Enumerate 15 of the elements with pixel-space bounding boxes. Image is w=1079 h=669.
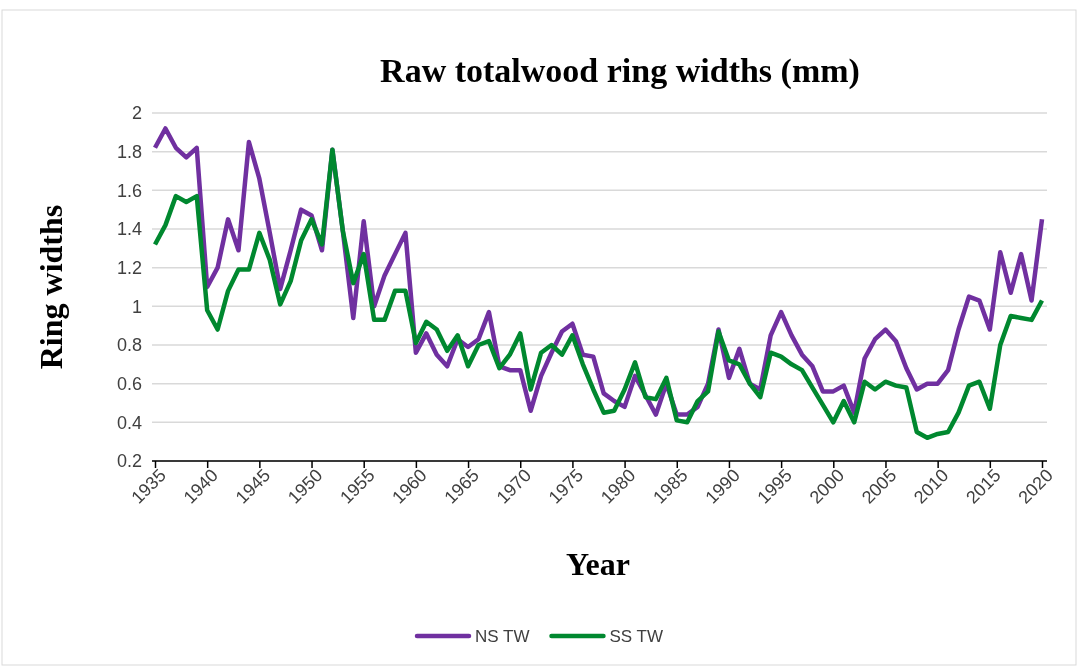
y-tick-label: 2	[131, 103, 142, 124]
y-tick-label: 0.6	[116, 373, 142, 394]
legend-label: NS TW	[475, 627, 530, 646]
chart-title: Raw totalwood ring widths (mm)	[380, 52, 860, 90]
y-tick-label: 1.6	[116, 180, 142, 201]
y-axis-title: Ring widths	[33, 204, 69, 370]
y-tick-label: 1.4	[116, 219, 142, 240]
y-tick-label: 1.2	[116, 257, 142, 278]
y-tick-label: 1	[131, 296, 142, 317]
legend-label: SS TW	[609, 627, 663, 646]
y-tick-label: 0.2	[116, 451, 142, 472]
y-tick-label: 0.4	[116, 412, 142, 433]
x-axis-title: Year	[566, 546, 630, 582]
y-tick-label: 1.8	[116, 141, 142, 162]
y-tick-label: 0.8	[116, 335, 142, 356]
